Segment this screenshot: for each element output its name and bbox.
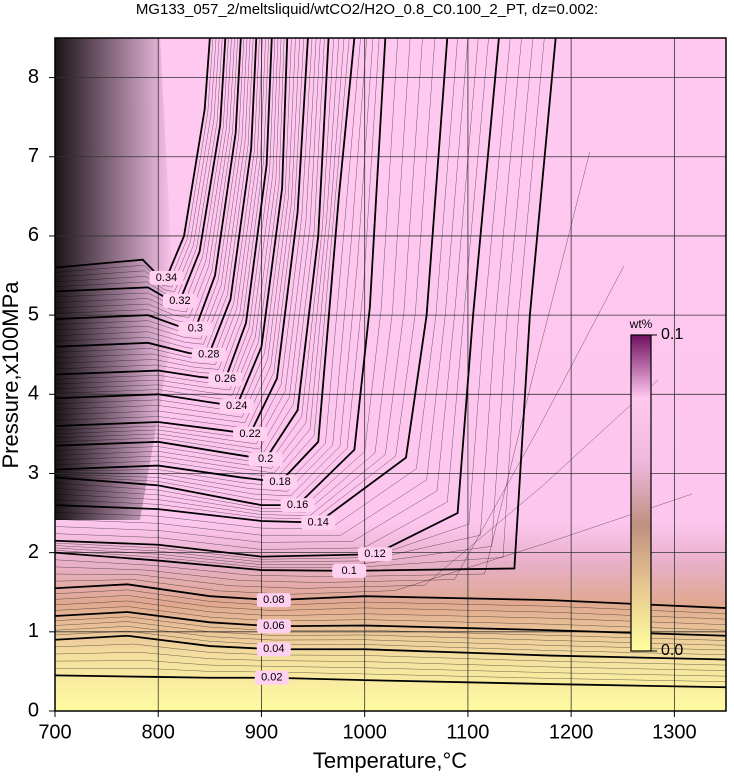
minor-contour: [55, 38, 217, 288]
contour-label-bg: [332, 563, 367, 578]
minor-contour: [55, 38, 367, 492]
minor-contour: [55, 38, 321, 450]
y-tick-label: 1: [28, 620, 39, 642]
minor-contour: [55, 38, 317, 445]
y-tick-label: 4: [28, 383, 39, 405]
y-axis-label: Pressure,x100MPa: [0, 281, 23, 469]
y-tick-label: 0: [28, 699, 39, 721]
contour-label-bg: [358, 547, 393, 562]
minor-contour: [55, 38, 279, 391]
contour-label: 0.22: [239, 428, 260, 440]
y-tick-label: 5: [28, 303, 39, 325]
contour-label-bg: [219, 399, 254, 414]
contour-label-bg: [256, 619, 291, 634]
x-tick-label: 800: [142, 721, 175, 743]
contour-label: 0.32: [169, 295, 190, 307]
minor-contour: [55, 626, 726, 651]
contour-label-bg: [233, 426, 268, 441]
contour-label-bg: [256, 642, 291, 657]
minor-contour: [55, 38, 251, 345]
contour-label-bg: [162, 293, 197, 308]
minor-contour: [55, 652, 726, 671]
contour-label: 0.18: [269, 476, 290, 488]
chart-title: MG133_057_2/meltsliquid/wtCO2/H2O_0.8_C0…: [136, 1, 598, 18]
contour-label-bg: [208, 372, 243, 387]
contour-label-bg: [301, 515, 336, 530]
contour-label-bg: [178, 321, 213, 336]
contour-label: 0.3: [188, 322, 203, 334]
contour-label-bg: [263, 475, 298, 490]
y-tick-label: 3: [28, 462, 39, 484]
contour-label: 0.02: [261, 672, 282, 684]
minor-contour: [55, 379, 659, 589]
plot-background: [55, 38, 726, 711]
colorbar-tick-label: 0.0: [661, 642, 683, 659]
y-tick-label: 7: [28, 145, 39, 167]
colorbar: [630, 334, 652, 652]
y-tick-label: 8: [28, 66, 39, 88]
y-tick-label: 2: [28, 541, 39, 563]
minor-contour: [55, 38, 469, 536]
contour-layer: 0.02 0.04 0.06 0.08 0.1 0.12 0.140.16 0.18 0.2 0.…: [55, 38, 726, 711]
contour-label: 0.04: [263, 643, 284, 655]
contour-label: 0.06: [263, 620, 284, 632]
contour-label: 0.2: [258, 453, 273, 465]
minor-contour: [55, 38, 232, 313]
x-axis-label: Temperature,°C: [313, 748, 467, 773]
x-tick-label: 700: [38, 721, 71, 743]
x-tick-label: 1000: [342, 721, 387, 743]
contour-label: 0.14: [308, 516, 329, 528]
contour-label: 0.16: [287, 499, 308, 511]
minor-contour: [55, 621, 726, 646]
contour-label: 0.34: [156, 272, 177, 284]
contour-label-bg: [149, 270, 184, 285]
contour-label-bg: [254, 670, 289, 685]
minor-contour: [55, 38, 266, 370]
plot-frame: [54, 37, 727, 712]
minor-contour: [55, 38, 282, 396]
minor-contour: [55, 38, 345, 474]
x-tick-label: 1200: [549, 721, 594, 743]
contour-label: 0.12: [364, 548, 385, 560]
minor-contour: [55, 600, 726, 625]
minor-contour: [55, 265, 624, 583]
minor-contour: [55, 38, 479, 543]
minor-contour: [55, 38, 374, 497]
contour-label: 0.28: [198, 349, 219, 361]
x-tick-label: 1300: [652, 721, 697, 743]
minor-contour: [55, 38, 263, 365]
contour-label: 0.08: [263, 594, 284, 606]
minor-contour: [55, 38, 248, 340]
contour-label: 0.24: [226, 400, 247, 412]
minor-contour: [55, 660, 726, 677]
dense-region: [55, 38, 175, 520]
x-tick-label: 1100: [446, 721, 489, 743]
colorbar-title: wt%: [629, 317, 653, 331]
minor-contour: [55, 38, 300, 424]
y-tick-label: 6: [28, 224, 39, 246]
colorbar-tick-label: 0.1: [661, 326, 683, 343]
contour-label-bg: [191, 347, 226, 362]
contour-label: 0.26: [215, 373, 236, 385]
minor-contour: [55, 38, 220, 292]
contour-label-bg: [248, 452, 283, 467]
contour-label: 0.1: [342, 565, 357, 577]
minor-contour: [55, 38, 235, 318]
minor-contour: [55, 38, 340, 469]
minor-contour: [55, 38, 296, 418]
contour-label-bg: [256, 593, 291, 608]
minor-contour: [55, 595, 726, 620]
contour-label-bg: [280, 498, 315, 513]
x-tick-label: 900: [245, 721, 278, 743]
